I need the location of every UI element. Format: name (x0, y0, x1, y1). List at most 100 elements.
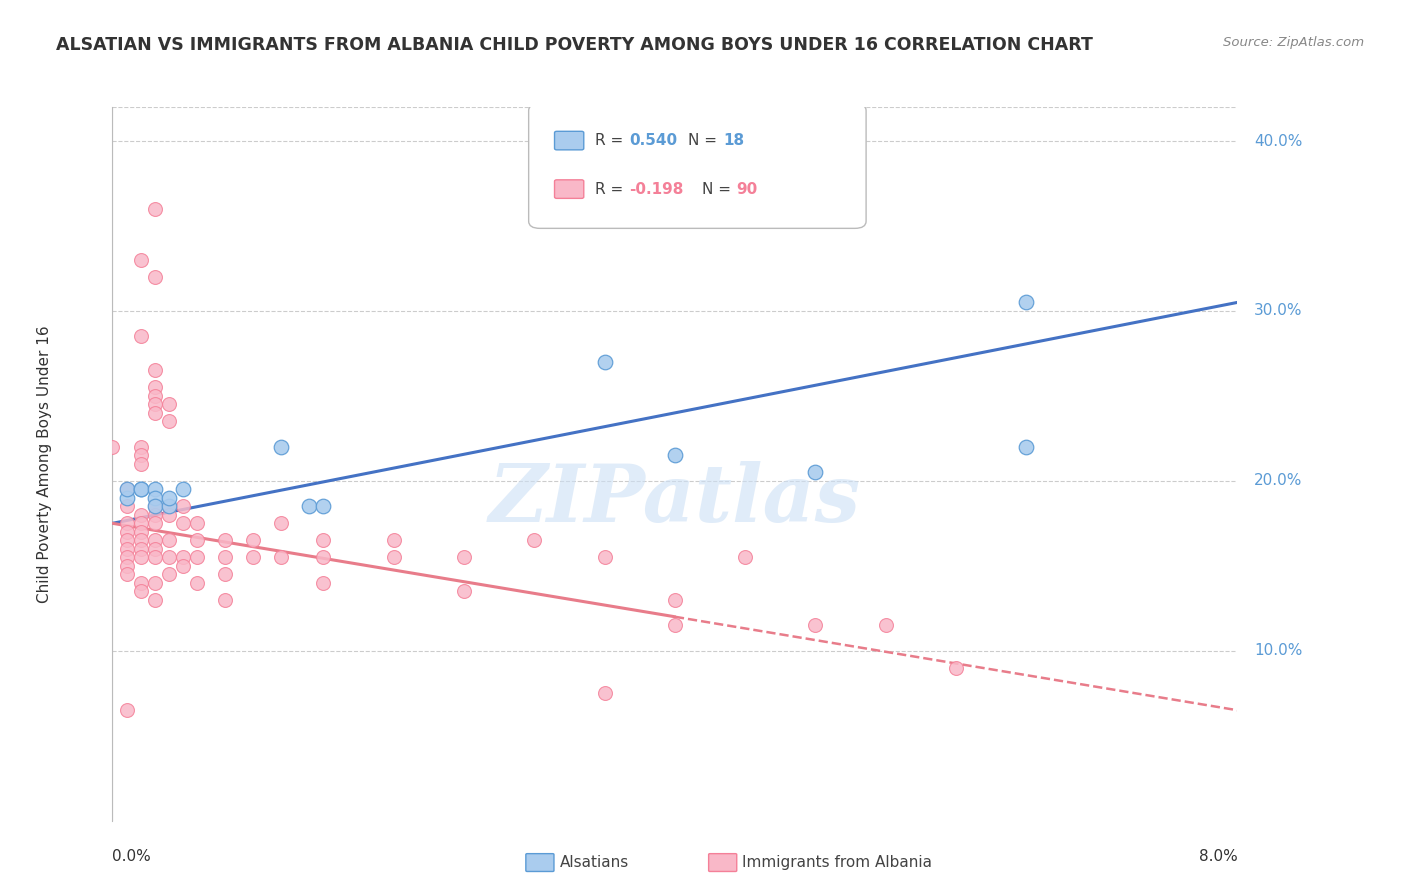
Point (186, 516, 208, 531)
Point (593, 355, 616, 369)
Point (143, 516, 166, 531)
Point (143, 592, 166, 607)
Point (875, 618, 897, 632)
Point (129, 252, 152, 267)
Point (129, 483, 152, 497)
Point (143, 363, 166, 377)
FancyBboxPatch shape (529, 103, 866, 228)
Point (115, 524, 138, 539)
Point (115, 491, 138, 505)
Point (129, 483, 152, 497)
Point (172, 516, 194, 531)
Text: 0.0%: 0.0% (112, 849, 152, 864)
Point (143, 406, 166, 420)
Point (312, 550, 335, 565)
Text: R =: R = (595, 182, 628, 196)
Point (214, 567, 236, 582)
Point (1015, 295, 1038, 310)
Point (143, 550, 166, 565)
Point (804, 618, 827, 632)
Text: R =: R = (595, 133, 628, 148)
Point (129, 457, 152, 471)
Point (143, 575, 166, 590)
Point (172, 558, 194, 573)
Point (270, 550, 292, 565)
Text: Immigrants from Albania: Immigrants from Albania (742, 855, 932, 870)
Point (453, 584, 475, 599)
Point (115, 541, 138, 556)
Text: Alsatians: Alsatians (560, 855, 628, 870)
Point (172, 550, 194, 565)
Point (453, 550, 475, 565)
Point (312, 575, 335, 590)
Point (115, 550, 138, 565)
Point (143, 508, 166, 522)
Point (115, 516, 138, 531)
Point (382, 533, 405, 548)
Text: Source: ZipAtlas.com: Source: ZipAtlas.com (1223, 36, 1364, 49)
Point (270, 440, 292, 454)
Point (298, 500, 321, 514)
Point (593, 550, 616, 565)
Point (129, 508, 152, 522)
Text: 0.540: 0.540 (628, 133, 676, 148)
Point (157, 500, 180, 514)
Point (143, 483, 166, 497)
Point (734, 550, 756, 565)
Text: 90: 90 (737, 182, 758, 196)
Point (157, 567, 180, 582)
Point (664, 618, 686, 632)
Point (242, 533, 264, 548)
Point (186, 575, 208, 590)
Point (129, 541, 152, 556)
Point (143, 500, 166, 514)
Text: N =: N = (689, 133, 723, 148)
Text: 10.0%: 10.0% (1254, 643, 1302, 658)
Point (115, 567, 138, 582)
Point (523, 533, 546, 548)
Text: 40.0%: 40.0% (1254, 134, 1302, 149)
Text: 20.0%: 20.0% (1254, 474, 1302, 488)
Point (129, 533, 152, 548)
Text: 8.0%: 8.0% (1198, 849, 1237, 864)
Point (945, 661, 967, 675)
Point (129, 575, 152, 590)
Point (312, 533, 335, 548)
Point (157, 508, 180, 522)
Point (172, 483, 194, 497)
Point (1015, 440, 1038, 454)
Text: -0.198: -0.198 (628, 182, 683, 196)
Point (143, 533, 166, 548)
Point (157, 491, 180, 505)
Point (143, 389, 166, 403)
Point (664, 592, 686, 607)
Point (129, 448, 152, 462)
Point (143, 541, 166, 556)
Point (143, 491, 166, 505)
Point (242, 550, 264, 565)
Point (157, 397, 180, 411)
Point (157, 550, 180, 565)
Text: N =: N = (702, 182, 735, 196)
Point (804, 466, 827, 480)
Point (129, 550, 152, 565)
Point (115, 558, 138, 573)
Text: 18: 18 (723, 133, 744, 148)
FancyBboxPatch shape (554, 180, 583, 198)
Point (143, 269, 166, 284)
Point (115, 483, 138, 497)
Point (172, 500, 194, 514)
Text: ZIPatlas: ZIPatlas (489, 461, 860, 538)
Point (143, 397, 166, 411)
Point (115, 533, 138, 548)
Point (312, 500, 335, 514)
Point (157, 414, 180, 428)
Point (101, 440, 124, 454)
Text: Child Poverty Among Boys Under 16: Child Poverty Among Boys Under 16 (38, 325, 52, 603)
Point (157, 533, 180, 548)
Point (129, 516, 152, 531)
FancyBboxPatch shape (554, 131, 583, 150)
Point (129, 584, 152, 599)
Point (382, 550, 405, 565)
Text: 30.0%: 30.0% (1254, 303, 1302, 318)
